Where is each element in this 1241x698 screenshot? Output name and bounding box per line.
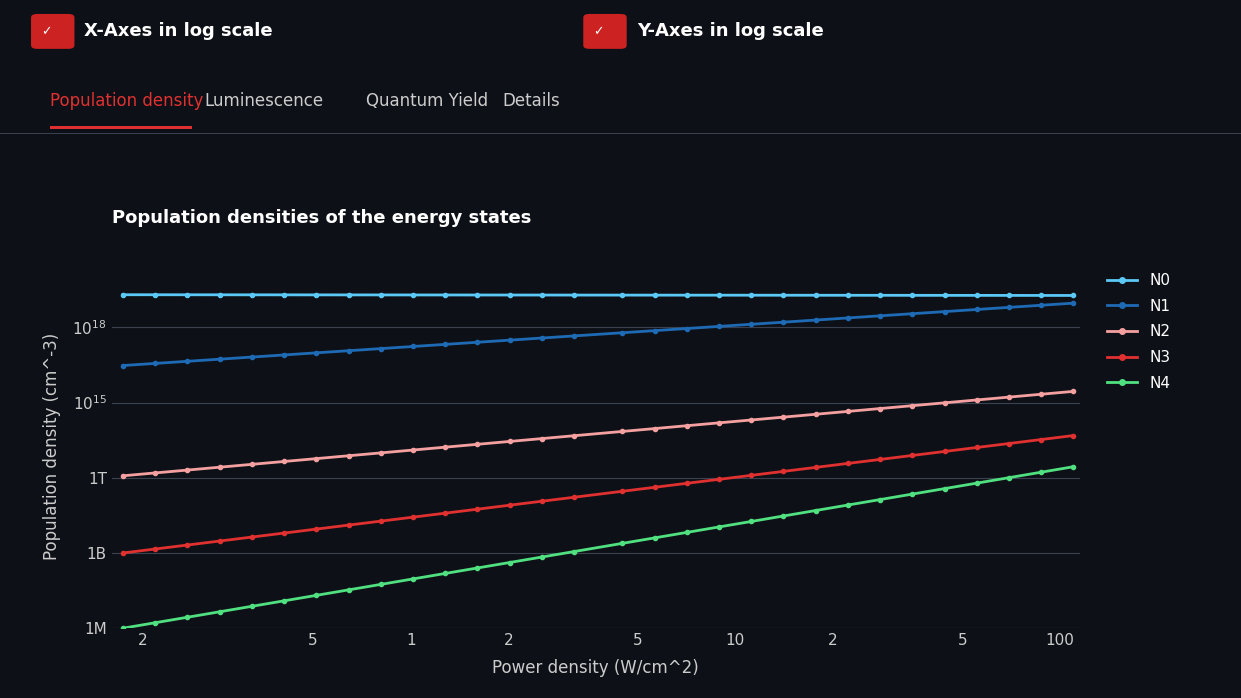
Text: Luminescence: Luminescence — [205, 92, 324, 110]
Legend: N0, N1, N2, N3, N4: N0, N1, N2, N3, N4 — [1107, 273, 1170, 391]
X-axis label: Power density (W/cm^2): Power density (W/cm^2) — [493, 659, 699, 677]
Text: ✓: ✓ — [41, 25, 51, 38]
Text: Population densities of the energy states: Population densities of the energy state… — [112, 209, 531, 227]
Text: Details: Details — [503, 92, 561, 110]
Text: Quantum Yield: Quantum Yield — [366, 92, 488, 110]
Text: Population density: Population density — [50, 92, 204, 110]
Y-axis label: Population density (cm^-3): Population density (cm^-3) — [43, 333, 61, 560]
Text: ✓: ✓ — [593, 25, 603, 38]
Text: X-Axes in log scale: X-Axes in log scale — [84, 22, 273, 40]
Text: Y-Axes in log scale: Y-Axes in log scale — [637, 22, 823, 40]
